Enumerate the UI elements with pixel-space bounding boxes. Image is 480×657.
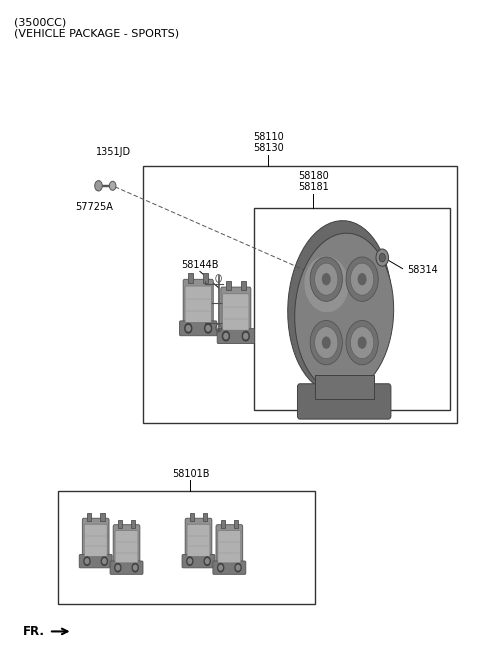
- Circle shape: [204, 557, 210, 566]
- Circle shape: [132, 564, 138, 572]
- Text: 58144B: 58144B: [181, 260, 219, 270]
- FancyBboxPatch shape: [115, 531, 138, 563]
- Circle shape: [376, 249, 388, 266]
- Ellipse shape: [295, 233, 394, 393]
- Circle shape: [379, 254, 385, 262]
- Ellipse shape: [304, 256, 348, 312]
- FancyBboxPatch shape: [110, 561, 143, 574]
- Circle shape: [204, 323, 212, 333]
- Text: 58110
58130: 58110 58130: [253, 132, 284, 153]
- Text: (3500CC): (3500CC): [13, 17, 66, 27]
- Bar: [144, 166, 457, 422]
- Circle shape: [314, 327, 338, 359]
- Circle shape: [116, 565, 120, 570]
- Bar: [100, 513, 105, 522]
- Circle shape: [358, 273, 367, 285]
- Circle shape: [205, 559, 209, 564]
- FancyBboxPatch shape: [185, 518, 212, 560]
- Text: 57725A: 57725A: [75, 202, 113, 212]
- Circle shape: [185, 323, 192, 333]
- Circle shape: [84, 557, 90, 566]
- Circle shape: [109, 181, 116, 191]
- Text: FR.: FR.: [23, 625, 45, 638]
- Text: 58314: 58314: [408, 265, 438, 275]
- Ellipse shape: [288, 221, 392, 393]
- Circle shape: [186, 326, 190, 331]
- FancyBboxPatch shape: [185, 286, 211, 323]
- Text: 58180
58181: 58180 58181: [298, 171, 328, 193]
- Circle shape: [224, 333, 228, 339]
- Text: (VEHICLE PACKAGE - SPORTS): (VEHICLE PACKAGE - SPORTS): [13, 29, 179, 39]
- Circle shape: [95, 181, 102, 191]
- FancyBboxPatch shape: [221, 287, 251, 334]
- Circle shape: [322, 273, 331, 285]
- Circle shape: [188, 559, 192, 564]
- Circle shape: [187, 557, 193, 566]
- FancyBboxPatch shape: [216, 525, 243, 566]
- FancyBboxPatch shape: [79, 555, 112, 568]
- FancyBboxPatch shape: [113, 525, 140, 566]
- FancyBboxPatch shape: [218, 531, 241, 563]
- Bar: [220, 520, 225, 528]
- Bar: [203, 513, 207, 522]
- Circle shape: [244, 333, 248, 339]
- Bar: [59, 491, 315, 604]
- Circle shape: [310, 257, 342, 302]
- Circle shape: [219, 565, 222, 570]
- Circle shape: [133, 565, 137, 570]
- Circle shape: [350, 263, 374, 295]
- Bar: [190, 513, 194, 522]
- FancyBboxPatch shape: [180, 321, 217, 336]
- Bar: [314, 374, 374, 399]
- FancyBboxPatch shape: [217, 328, 254, 344]
- Circle shape: [217, 564, 224, 572]
- Bar: [131, 520, 135, 528]
- Circle shape: [235, 564, 241, 572]
- Circle shape: [310, 321, 342, 365]
- FancyBboxPatch shape: [187, 524, 210, 556]
- FancyBboxPatch shape: [83, 518, 109, 560]
- Circle shape: [358, 336, 367, 349]
- FancyBboxPatch shape: [84, 524, 107, 556]
- Circle shape: [206, 326, 210, 331]
- Bar: [188, 273, 193, 283]
- Circle shape: [350, 327, 374, 359]
- Circle shape: [346, 321, 378, 365]
- FancyBboxPatch shape: [298, 384, 391, 419]
- Bar: [87, 513, 91, 522]
- Bar: [204, 273, 208, 283]
- FancyBboxPatch shape: [183, 279, 213, 326]
- Circle shape: [346, 257, 378, 302]
- Circle shape: [314, 263, 338, 295]
- Circle shape: [322, 336, 331, 349]
- Circle shape: [236, 565, 240, 570]
- Bar: [118, 520, 122, 528]
- Bar: [226, 281, 231, 290]
- Circle shape: [85, 559, 89, 564]
- FancyBboxPatch shape: [182, 555, 215, 568]
- Text: 1351JD: 1351JD: [96, 147, 131, 156]
- Circle shape: [222, 331, 229, 341]
- Circle shape: [103, 559, 106, 564]
- FancyBboxPatch shape: [213, 561, 246, 574]
- Text: 58101B: 58101B: [172, 469, 209, 479]
- Circle shape: [242, 331, 249, 341]
- Bar: [241, 281, 246, 290]
- Bar: [234, 520, 238, 528]
- Circle shape: [115, 564, 121, 572]
- FancyBboxPatch shape: [223, 294, 249, 330]
- Bar: [254, 208, 450, 409]
- Circle shape: [101, 557, 108, 566]
